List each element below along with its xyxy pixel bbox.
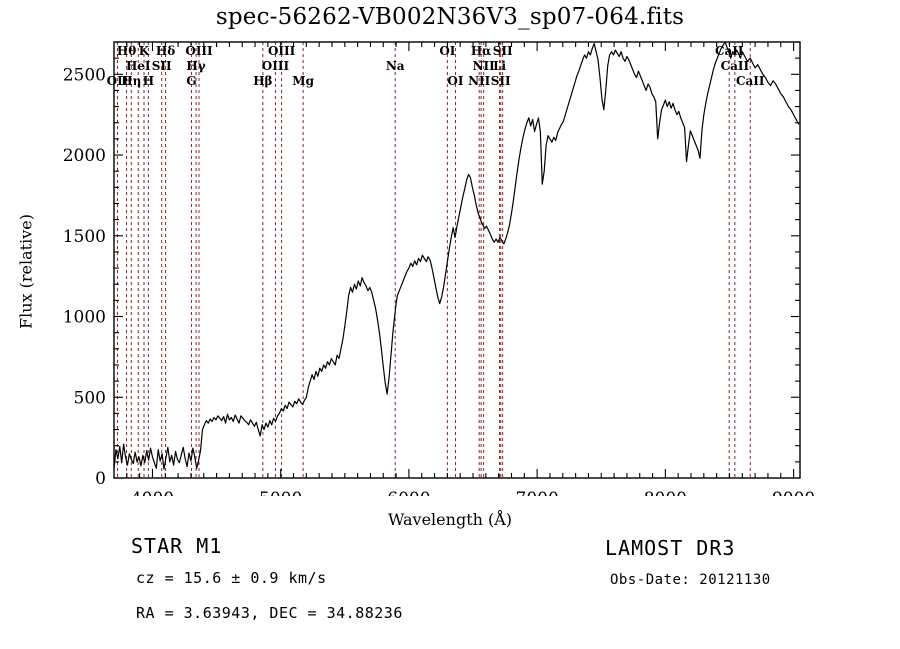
coordinates-text: RA = 3.63943, DEC = 34.88236 <box>136 604 403 622</box>
spectral-line-label: CaII <box>721 59 750 73</box>
spectrum-trace <box>113 41 800 470</box>
spectral-line-label: OIII <box>268 44 296 58</box>
y-tick-label: 2500 <box>63 65 106 85</box>
spectral-line-label: K <box>139 44 150 58</box>
page-title: spec-56262-VB002N36V3_sp07-064.fits <box>215 4 685 30</box>
spectral-line-label: OIII <box>262 59 290 73</box>
spectral-line-label: SII <box>491 74 511 88</box>
spectral-line-label: Mg <box>292 74 314 88</box>
spectral-line-label: OII <box>107 74 129 88</box>
spectral-line-label: OIII <box>185 44 213 58</box>
spectral-line-label: Hθ <box>117 44 136 58</box>
observation-date-text: Obs-Date: 20121130 <box>610 572 771 588</box>
spectral-line-label: HeI <box>126 59 151 73</box>
x-axis-label: Wavelength (Å) <box>387 510 513 529</box>
x-tick-label: 5000 <box>259 489 302 496</box>
spectral-line-label: Hβ <box>253 74 272 88</box>
spectral-line-label: Na <box>386 59 405 73</box>
y-tick-label: 1500 <box>63 227 106 247</box>
spectral-line-label: NII <box>468 74 491 88</box>
y-tick-label: 1000 <box>63 308 106 328</box>
spectral-line-label: NII <box>473 59 496 73</box>
spectral-line-label: Hα <box>471 44 492 58</box>
spectral-line-label: OI <box>447 74 463 88</box>
redshift-velocity-text: cz = 15.6 ± 0.9 km/s <box>136 569 327 587</box>
spectral-line-label: CaII <box>736 74 765 88</box>
x-tick-label: 9000 <box>772 489 815 496</box>
spectral-line-label: CaII <box>715 44 744 58</box>
x-tick-label: 7000 <box>516 489 559 496</box>
plot-area: 4000 5000 6000 7000 8000 9000 0 500 1000 1500 2000… <box>0 36 900 496</box>
spectral-line-label: Li <box>493 59 506 73</box>
spectral-line-label: OI <box>439 44 455 58</box>
x-tick-label: 8000 <box>644 489 687 496</box>
spectral-line-label: Hγ <box>186 59 205 73</box>
spectral-line-label: G <box>186 74 196 88</box>
spectral-line-label: SII <box>493 44 513 58</box>
spectral-line-label: SII <box>152 59 172 73</box>
spectrum-chart: 4000 5000 6000 7000 8000 9000 0 500 1000 1500 2000… <box>63 41 815 496</box>
y-tick-label: 500 <box>74 388 106 408</box>
y-tick-label: 2000 <box>63 146 106 166</box>
spectral-line-label: Hδ <box>156 44 175 58</box>
spectral-line-label: Hη <box>121 74 141 88</box>
object-class-text: STAR M1 <box>131 534 223 558</box>
x-tick-label: 6000 <box>387 489 430 496</box>
spectral-line-label: H <box>143 74 154 88</box>
y-tick-label: 0 <box>95 469 106 489</box>
plot-frame <box>113 41 801 479</box>
x-tick-label: 4000 <box>131 489 174 496</box>
y-axis-label: Flux (relative) <box>16 214 36 329</box>
survey-name-text: LAMOST DR3 <box>605 536 736 560</box>
